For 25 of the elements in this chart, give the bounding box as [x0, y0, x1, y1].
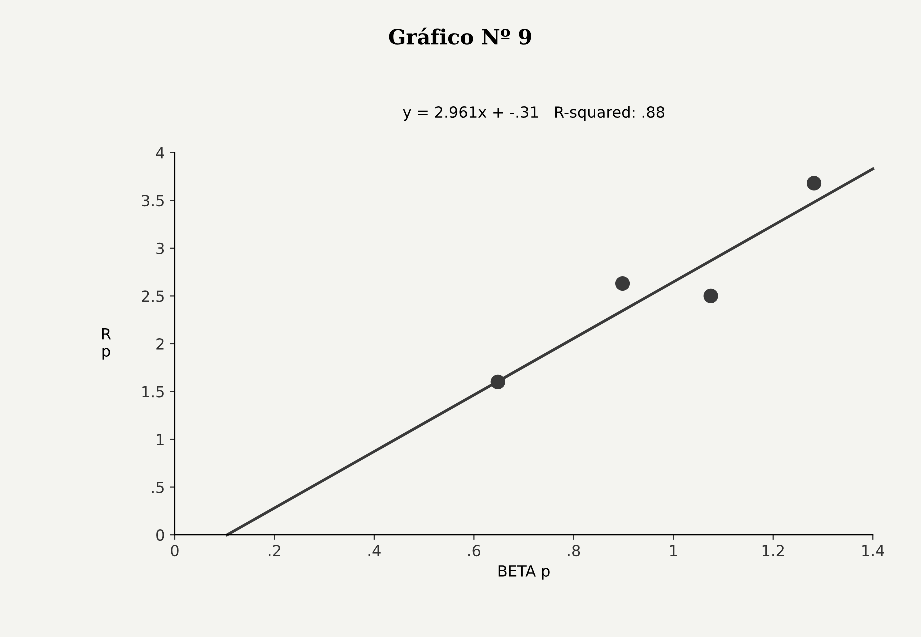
y-tick-label: 0: [156, 530, 164, 542]
point: [704, 288, 718, 304]
point: [616, 276, 630, 292]
x-tick-label: .8: [568, 545, 580, 557]
x-tick-label: 1.4: [862, 545, 884, 556]
y-tick-label: 4: [156, 148, 164, 159]
point: [806, 176, 822, 191]
chart-title: Gráfico Nº 9: [389, 28, 532, 45]
x-axis-title: BETA p: [498, 566, 550, 580]
y-tick-label: 2.5: [142, 290, 164, 302]
x-tick-label: .2: [269, 545, 280, 556]
text: y = 2.961x + -.31 R-squared: .88: [403, 106, 665, 122]
y-tick-label: 1: [157, 434, 164, 446]
x-tick-label: .4: [368, 545, 381, 556]
y-tick-label: 3: [156, 242, 164, 254]
x-tick-label: 1.2: [762, 545, 784, 556]
x-tick-label: 0: [171, 545, 179, 557]
x-tick-label: 1: [670, 545, 678, 556]
y-tick-label: 1.5: [142, 386, 164, 398]
x-tick-label: .6: [468, 545, 481, 557]
point: [490, 374, 506, 390]
y-axis-title: R p: [102, 328, 112, 360]
y-tick-label: .5: [152, 482, 164, 494]
y-tick-label: 2: [156, 338, 164, 350]
y-tick-label: 3.5: [142, 195, 164, 207]
